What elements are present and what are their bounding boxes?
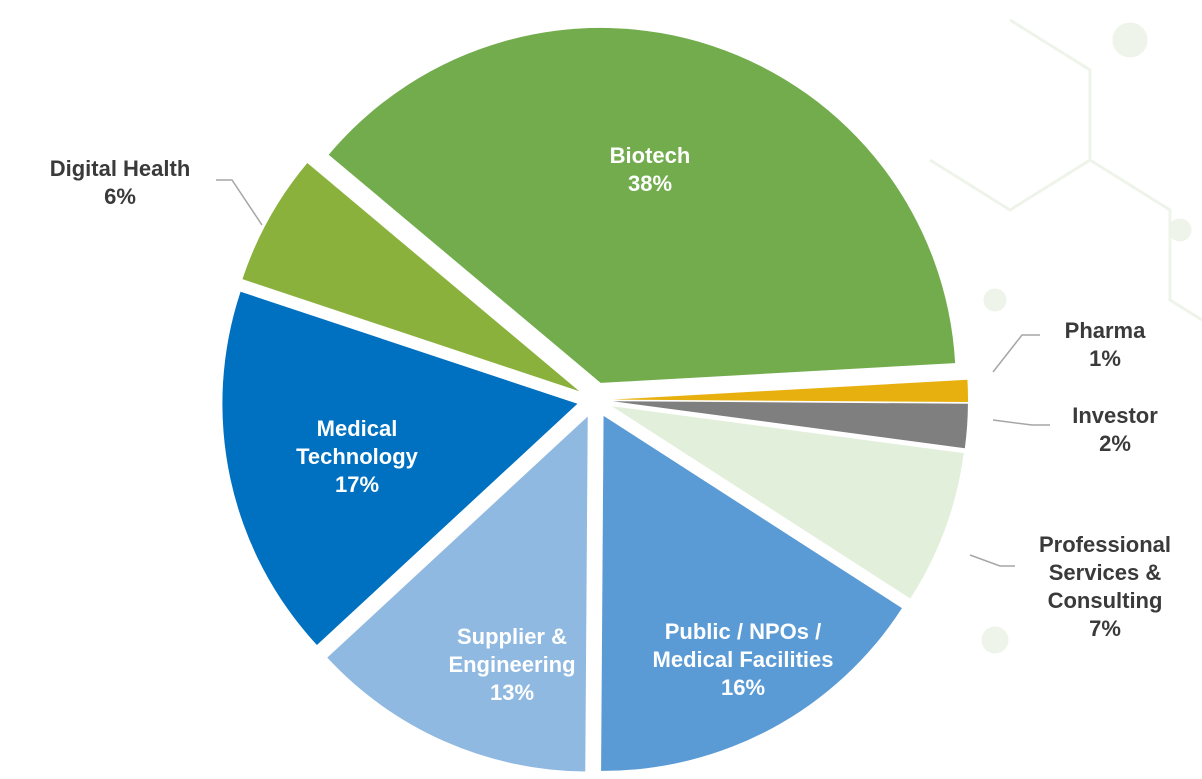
category-label: Biotech [609,143,691,168]
category-label: Investor [1072,403,1158,428]
value-label: 7% [1089,616,1121,641]
leader-line [969,554,1015,567]
value-label: 1% [1089,346,1121,371]
value-label: 38% [627,171,673,196]
pie-slice [612,379,968,403]
value-label: 16% [720,675,766,700]
category-label: Professional Services & Consulting [1038,532,1172,613]
slice-label: Biotech 38% [580,142,720,198]
pie-slice [327,416,588,772]
value-label: 2% [1099,431,1131,456]
slice-label: Pharma 1% [1045,317,1165,373]
slice-label: Medical Technology 17% [270,415,445,499]
pie-slice [242,163,580,392]
category-label: Digital Health [49,156,191,181]
value-label: 6% [104,184,136,209]
background-pattern [929,18,1202,654]
category-label: Pharma [1064,318,1146,343]
category-label: Public / NPOs / Medical Facilities [652,619,834,672]
value-label: 13% [489,680,535,705]
slice-label: Public / NPOs / Medical Facilities 16% [636,618,851,702]
pie-slice [601,415,902,771]
pie-slice [612,401,968,449]
slice-label: Supplier & Engineering 13% [425,623,600,707]
category-label: Medical Technology [296,416,418,469]
leader-line [992,334,1040,373]
leader-line [216,179,263,226]
slice-label: Investor 2% [1055,402,1175,458]
value-label: 17% [334,472,380,497]
slice-label: Digital Health 6% [15,155,225,211]
slice-label: Professional Services & Consulting 7% [1018,531,1193,643]
category-label: Supplier & Engineering [448,624,576,677]
leader-line [992,419,1050,426]
pie-slice [328,27,956,383]
pie-slice [222,291,578,646]
pie-slice [611,406,964,599]
